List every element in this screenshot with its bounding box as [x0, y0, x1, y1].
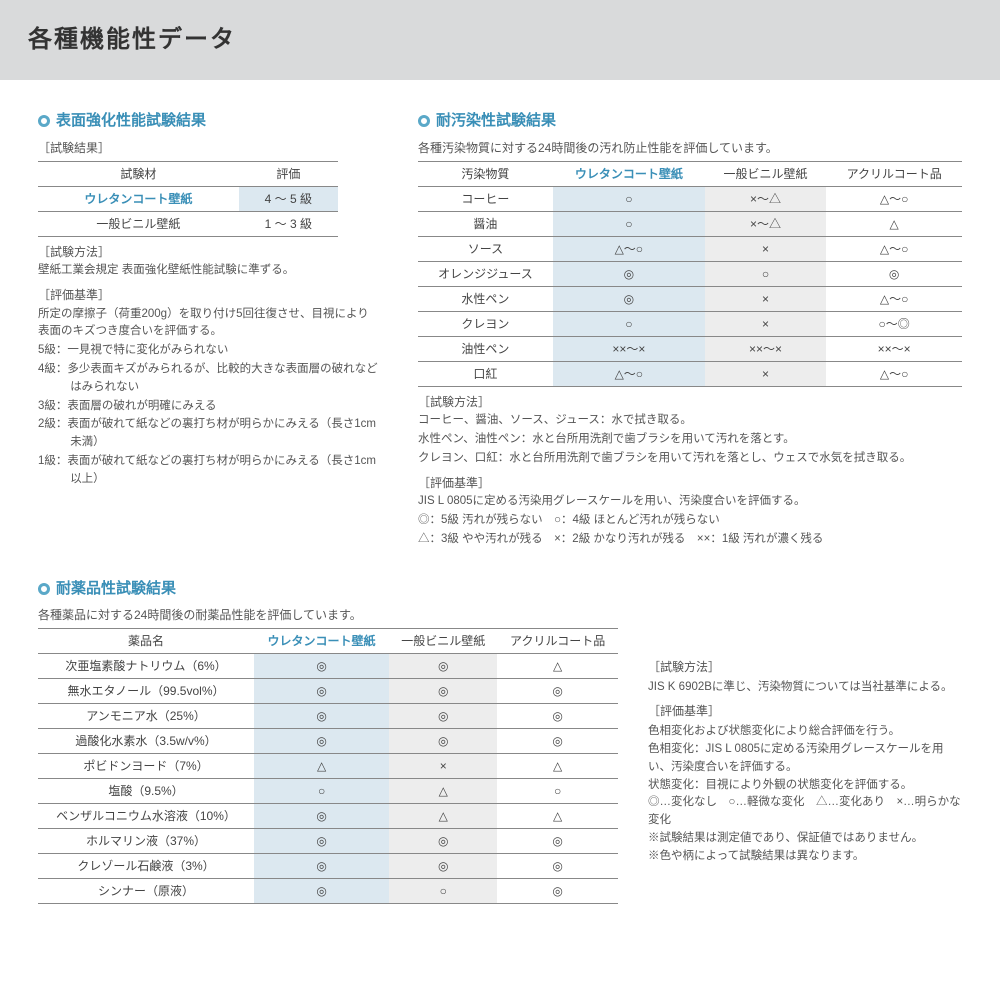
criteria-line: 色相変化：JIS L 0805に定める汚染用グレースケールを用い、汚染度合いを評… — [648, 741, 962, 777]
subtitle: ［試験結果］ — [38, 139, 378, 157]
page-header: 各種機能性データ — [0, 0, 1000, 80]
criteria-line: ◎…変化なし ○…軽微な変化 △…変化あり ×…明らかな変化 — [648, 794, 962, 830]
section-title: 耐汚染性試験結果 — [418, 110, 962, 133]
table-row: 塩酸（9.5%）○△○ — [38, 779, 618, 804]
criteria-header: ［評価基準］ — [418, 474, 962, 493]
method-header: ［試験方法］ — [418, 393, 962, 412]
title-text: 耐汚染性試験結果 — [436, 110, 556, 133]
criteria-header: ［評価基準］ — [38, 286, 378, 305]
surface-table: 試験材 評価 ウレタンコート壁紙 4 ～ 5 級 一般ビニル壁紙 1 ～ 3 級 — [38, 161, 338, 237]
col-header: 一般ビニル壁紙 — [389, 629, 497, 654]
table-row: ホルマリン液（37%）◎◎◎ — [38, 829, 618, 854]
criteria-line: △：3級 やや汚れが残る ×：2級 かなり汚れが残る ××：1級 汚れが濃く残る — [418, 531, 962, 549]
col-header: アクリルコート品 — [826, 161, 962, 186]
bullet-icon — [38, 583, 50, 595]
method-text: 壁紙工業会規定 表面強化壁紙性能試験に準ずる。 — [38, 262, 378, 280]
table-row: 過酸化水素水（3.5w/v%）◎◎◎ — [38, 729, 618, 754]
table-row: アンモニア水（25%）◎◎◎ — [38, 704, 618, 729]
note-line: ※試験結果は測定値であり、保証値ではありません。 — [648, 830, 962, 848]
title-text: 表面強化性能試験結果 — [56, 110, 206, 133]
chemical-notes: ［試験方法］ JIS K 6902Bに準じ、汚染物質については当社基準による。 … — [648, 628, 962, 904]
title-text: 耐薬品性試験結果 — [56, 578, 176, 601]
method-line: 水性ペン、油性ペン：水と台所用洗剤で歯ブラシを用いて汚れを落とす。 — [418, 431, 962, 449]
grade-3: 3級：表面層の破れが明確にみえる — [38, 398, 378, 416]
table-row: シンナー（原液）◎○◎ — [38, 879, 618, 904]
table-row: クレゾール石鹸液（3%）◎◎◎ — [38, 854, 618, 879]
method-header: ［試験方法］ — [648, 658, 962, 677]
table-row: ベンザルコニウム水溶液（10%）◎△△ — [38, 804, 618, 829]
col-header: ウレタンコート壁紙 — [553, 161, 705, 186]
col-header: 一般ビニル壁紙 — [705, 161, 827, 186]
grade-2: 2級：表面が破れて紙などの裏打ち材が明らかにみえる（長さ1cm未満） — [38, 416, 378, 452]
subtitle: 各種汚染物質に対する24時間後の汚れ防止性能を評価しています。 — [418, 139, 962, 157]
criteria-line: JIS L 0805に定める汚染用グレースケールを用い、汚染度合いを評価する。 — [418, 493, 962, 511]
criteria-line: 状態変化：目視により外観の状態変化を評価する。 — [648, 777, 962, 795]
section-chemical-test: 耐薬品性試験結果 各種薬品に対する24時間後の耐薬品性能を評価しています。 薬品… — [38, 578, 962, 905]
col-header: アクリルコート品 — [497, 629, 618, 654]
grade-4: 4級：多少表面キズがみられるが、比較的大きな表面層の破れなどはみられない — [38, 361, 378, 397]
table-row: 一般ビニル壁紙 1 ～ 3 級 — [38, 211, 338, 236]
table-row: コーヒー○×～△△～○ — [418, 186, 962, 211]
col-header: 汚染物質 — [418, 161, 553, 186]
col-header: 試験材 — [38, 161, 239, 186]
method-header: ［試験方法］ — [38, 243, 378, 262]
table-row: 口紅△～○×△～○ — [418, 361, 962, 386]
criteria-text: 所定の摩擦子（荷重200g）を取り付け5回往復させ、目視により表面のキズつき度合… — [38, 306, 378, 342]
method-line: JIS K 6902Bに準じ、汚染物質については当社基準による。 — [648, 679, 962, 697]
bullet-icon — [418, 115, 430, 127]
col-header: ウレタンコート壁紙 — [254, 629, 389, 654]
section-surface-test: 表面強化性能試験結果 ［試験結果］ 試験材 評価 ウレタンコート壁紙 4 ～ 5… — [38, 110, 378, 550]
table-row: 水性ペン◎×△～○ — [418, 286, 962, 311]
col-header: 薬品名 — [38, 629, 254, 654]
subtitle: 各種薬品に対する24時間後の耐薬品性能を評価しています。 — [38, 606, 962, 624]
table-row: 油性ペン××～×××～×××～× — [418, 336, 962, 361]
criteria-line: 色相変化および状態変化により総合評価を行う。 — [648, 723, 962, 741]
section-title: 表面強化性能試験結果 — [38, 110, 378, 133]
col-header: 評価 — [239, 161, 338, 186]
criteria-header: ［評価基準］ — [648, 702, 962, 721]
table-row: 次亜塩素酸ナトリウム（6%）◎◎△ — [38, 654, 618, 679]
grade-1: 1級：表面が破れて紙などの裏打ち材が明らかにみえる（長さ1cm以上） — [38, 453, 378, 489]
grade-5: 5級：一見視で特に変化がみられない — [38, 342, 378, 360]
table-row: 醤油○×～△△ — [418, 211, 962, 236]
method-line: コーヒー、醤油、ソース、ジュース：水で拭き取る。 — [418, 412, 962, 430]
table-row: ポビドンヨード（7%）△×△ — [38, 754, 618, 779]
section-title: 耐薬品性試験結果 — [38, 578, 962, 601]
note-line: ※色や柄によって試験結果は異なります。 — [648, 848, 962, 866]
chemical-table: 薬品名ウレタンコート壁紙一般ビニル壁紙アクリルコート品次亜塩素酸ナトリウム（6%… — [38, 628, 618, 904]
stain-table: 汚染物質ウレタンコート壁紙一般ビニル壁紙アクリルコート品コーヒー○×～△△～○醤… — [418, 161, 962, 387]
table-row: ウレタンコート壁紙 4 ～ 5 級 — [38, 186, 338, 211]
table-row: クレヨン○×○～◎ — [418, 311, 962, 336]
criteria-line: ◎：5級 汚れが残らない ○：4級 ほとんど汚れが残らない — [418, 512, 962, 530]
table-row: ソース△～○×△～○ — [418, 236, 962, 261]
table-row: 無水エタノール（99.5vol%）◎◎◎ — [38, 679, 618, 704]
table-row: オレンジジュース◎○◎ — [418, 261, 962, 286]
section-stain-test: 耐汚染性試験結果 各種汚染物質に対する24時間後の汚れ防止性能を評価しています。… — [418, 110, 962, 550]
method-line: クレヨン、口紅：水と台所用洗剤で歯ブラシを用いて汚れを落とし、ウェスで水気を拭き… — [418, 450, 962, 468]
bullet-icon — [38, 115, 50, 127]
page-title: 各種機能性データ — [28, 22, 972, 58]
